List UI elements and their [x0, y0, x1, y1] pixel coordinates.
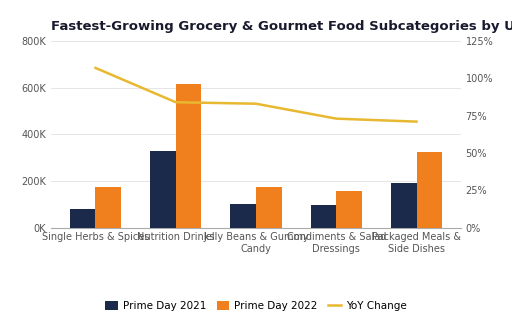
YoY Change: [93, 66, 99, 70]
Bar: [256, 187, 282, 228]
YoY Change: [413, 120, 419, 124]
Bar: [176, 84, 201, 228]
Bar: [336, 191, 362, 228]
Bar: [230, 204, 256, 228]
Bar: [416, 152, 442, 228]
Bar: [391, 183, 416, 228]
YoY Change: [333, 117, 339, 120]
Bar: [96, 187, 121, 228]
YoY Change: [173, 100, 179, 104]
YoY Change: [253, 102, 259, 106]
Bar: [311, 205, 336, 228]
Legend: Prime Day 2021, Prime Day 2022, YoY Change: Prime Day 2021, Prime Day 2022, YoY Chan…: [101, 297, 411, 316]
Text: Fastest-Growing Grocery & Gourmet Food Subcategories by Units Sold: Fastest-Growing Grocery & Gourmet Food S…: [51, 20, 512, 33]
Bar: [70, 209, 96, 228]
Bar: [150, 151, 176, 228]
Line: YoY Change: YoY Change: [96, 68, 416, 122]
